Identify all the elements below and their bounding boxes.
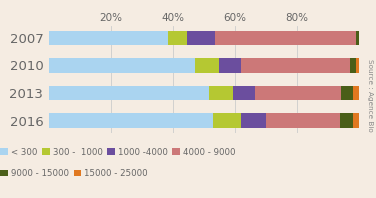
Legend: 9000 - 15000, 15000 - 25000: 9000 - 15000, 15000 - 25000 — [0, 169, 148, 178]
Bar — [266, 113, 340, 128]
Bar — [356, 31, 359, 45]
Bar — [49, 113, 213, 128]
Bar — [168, 31, 187, 45]
Bar — [350, 58, 356, 73]
Text: Source : Agence Bio: Source : Agence Bio — [367, 59, 373, 131]
Bar — [220, 58, 241, 73]
Bar — [340, 113, 353, 128]
Bar — [233, 86, 255, 100]
Bar — [241, 58, 350, 73]
Bar — [195, 58, 220, 73]
Bar — [209, 86, 233, 100]
Bar — [49, 31, 168, 45]
Bar — [341, 86, 353, 100]
Bar — [49, 86, 209, 100]
Bar — [353, 113, 359, 128]
Bar — [241, 113, 266, 128]
Bar — [353, 86, 359, 100]
Bar — [356, 58, 359, 73]
Bar — [255, 86, 341, 100]
Bar — [187, 31, 215, 45]
Bar — [49, 58, 195, 73]
Bar — [215, 31, 356, 45]
Bar — [213, 113, 241, 128]
